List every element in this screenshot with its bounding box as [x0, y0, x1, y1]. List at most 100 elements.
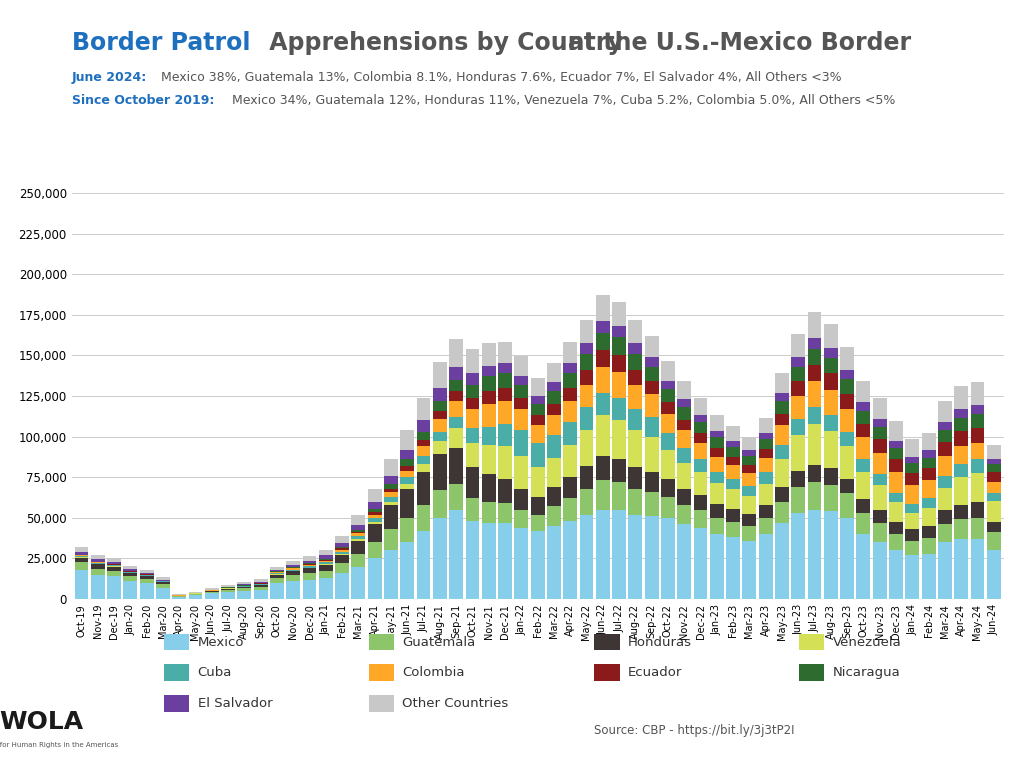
Bar — [726, 509, 740, 522]
Bar — [368, 515, 382, 518]
Bar — [482, 366, 496, 376]
Bar — [335, 543, 349, 547]
Bar — [108, 565, 121, 566]
Bar — [547, 404, 561, 415]
Bar — [580, 430, 593, 466]
Bar — [693, 422, 708, 433]
Bar — [759, 432, 772, 439]
Bar — [287, 581, 300, 599]
Bar — [662, 518, 675, 599]
Bar — [580, 466, 593, 488]
Bar — [889, 448, 903, 459]
Bar — [922, 481, 936, 498]
Bar — [287, 561, 300, 565]
Bar — [662, 497, 675, 518]
Bar — [905, 541, 920, 555]
Bar — [677, 382, 691, 399]
Bar — [270, 567, 284, 570]
Bar — [417, 505, 430, 531]
Bar — [987, 532, 1000, 551]
Bar — [954, 418, 968, 431]
Bar — [482, 376, 496, 391]
Bar — [335, 573, 349, 599]
Bar — [400, 449, 414, 459]
Bar — [318, 562, 333, 564]
Bar — [954, 539, 968, 599]
Bar — [612, 337, 626, 356]
Bar — [514, 456, 528, 488]
Bar — [872, 427, 887, 439]
Bar — [91, 554, 104, 559]
Bar — [612, 459, 626, 482]
Bar — [742, 514, 757, 526]
Bar — [759, 418, 772, 432]
Bar — [905, 485, 920, 504]
Bar — [808, 482, 821, 510]
Text: Source: CBP - https://bit.ly/3j3tP2I: Source: CBP - https://bit.ly/3j3tP2I — [594, 724, 795, 737]
Bar — [287, 571, 300, 575]
Bar — [530, 378, 545, 396]
Bar — [238, 582, 251, 584]
Bar — [108, 567, 121, 571]
Bar — [824, 431, 838, 468]
Text: Ecuador: Ecuador — [628, 667, 682, 679]
Bar — [580, 354, 593, 370]
Bar — [318, 571, 333, 578]
Text: Mexico 38%, Guatemala 13%, Colombia 8.1%, Honduras 7.6%, Ecuador 7%, El Salvador: Mexico 38%, Guatemala 13%, Colombia 8.1%… — [157, 71, 842, 84]
Text: Other Countries: Other Countries — [402, 697, 509, 710]
Bar — [987, 494, 1000, 501]
Bar — [351, 536, 366, 539]
Bar — [108, 558, 121, 562]
Bar — [662, 361, 675, 380]
Bar — [987, 445, 1000, 459]
Bar — [498, 446, 512, 478]
Bar — [905, 457, 920, 463]
Bar — [270, 574, 284, 578]
Bar — [221, 591, 234, 599]
Bar — [254, 590, 267, 599]
Bar — [693, 459, 708, 472]
Bar — [872, 510, 887, 523]
Bar — [75, 552, 88, 554]
Bar — [563, 498, 578, 521]
Bar — [466, 443, 479, 468]
Bar — [139, 583, 154, 599]
Bar — [824, 373, 838, 390]
Bar — [75, 570, 88, 599]
Bar — [91, 569, 104, 575]
Bar — [971, 405, 984, 414]
Bar — [922, 526, 936, 538]
Bar — [938, 475, 951, 488]
Bar — [693, 510, 708, 528]
Bar — [417, 420, 430, 432]
Bar — [693, 528, 708, 599]
Bar — [824, 348, 838, 358]
Bar — [139, 573, 154, 574]
Bar — [710, 448, 724, 457]
Bar — [433, 518, 446, 599]
Bar — [612, 326, 626, 337]
Bar — [710, 483, 724, 504]
Bar — [351, 541, 366, 554]
Bar — [824, 390, 838, 415]
Bar — [270, 578, 284, 583]
Bar — [108, 576, 121, 599]
Bar — [482, 474, 496, 502]
Bar — [971, 382, 984, 405]
Bar — [824, 485, 838, 511]
Bar — [91, 575, 104, 599]
Bar — [368, 542, 382, 558]
Bar — [662, 449, 675, 478]
Bar — [971, 443, 984, 459]
Bar — [742, 486, 757, 496]
Bar — [856, 411, 870, 424]
Bar — [547, 382, 561, 391]
Bar — [547, 362, 561, 382]
Bar — [400, 477, 414, 484]
Bar — [547, 526, 561, 599]
Bar — [530, 443, 545, 468]
Bar — [841, 347, 854, 370]
Bar — [677, 448, 691, 462]
Bar — [124, 576, 137, 581]
Bar — [856, 402, 870, 411]
